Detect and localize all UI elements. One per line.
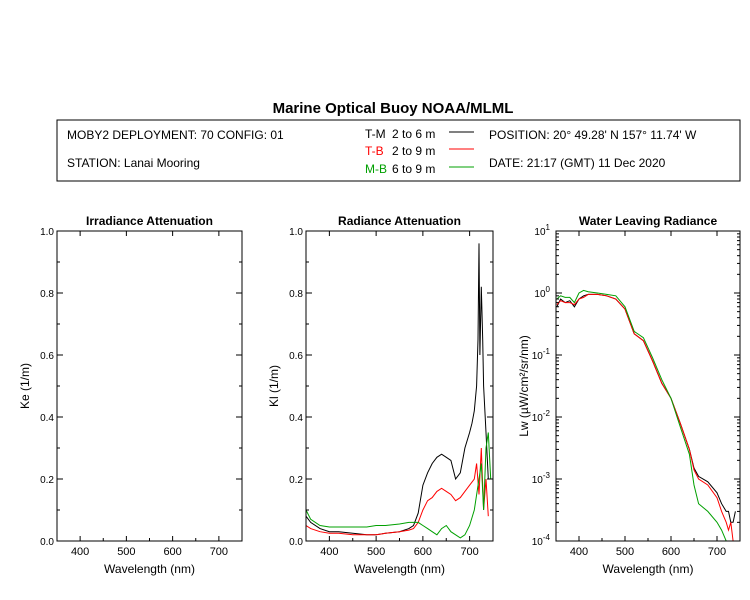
y-tick-label: 0.2	[289, 475, 303, 486]
x-tick-label: 600	[662, 546, 680, 558]
y-tick-label: 10-4	[532, 533, 551, 548]
y-tick-label: 100	[534, 285, 550, 300]
legend-code-mb: M-B	[365, 162, 387, 176]
series-line-m-b	[556, 289, 731, 541]
panel-2: Radiance Attenuation 400 500 600 700 0.0 0.2 0.…	[267, 214, 494, 576]
figure-title: Marine Optical Buoy NOAA/MLML	[273, 100, 514, 117]
x-tick-label: 500	[367, 546, 385, 558]
depth-legend: T-M 2 to 6 m T-B 2 to 9 m M-B 6 to 9 m	[365, 127, 474, 176]
y-tick-label: 101	[534, 223, 550, 238]
panel-1: Irradiance Attenuation 400 500 600 700 0.0 0.2…	[18, 214, 243, 576]
y-tick-label: 10-2	[532, 409, 551, 424]
position-text: POSITION: 20° 49.28' N 157° 11.74' W	[489, 128, 697, 142]
panel-3: Water Leaving Radiance 400 500 600 700 10-4 10…	[517, 214, 741, 576]
y-tick-label: 0.4	[289, 413, 303, 424]
x-tick-label: 700	[708, 546, 726, 558]
y-tick-label: 0.0	[40, 537, 54, 548]
series-line-t-b	[306, 447, 489, 536]
panel-title: Irradiance Attenuation	[86, 214, 213, 228]
x-axis-label: Wavelength (nm)	[104, 562, 195, 576]
deployment-text: MOBY2 DEPLOYMENT: 70 CONFIG: 01	[67, 128, 284, 142]
y-tick-label: 0.8	[289, 289, 303, 300]
station-text: STATION: Lanai Mooring	[67, 156, 200, 170]
x-axis-label: Wavelength (nm)	[354, 562, 445, 576]
x-tick-label: 500	[117, 546, 135, 558]
x-tick-label: 700	[460, 546, 478, 558]
panel-title: Water Leaving Radiance	[579, 214, 718, 228]
series-line-m-b	[306, 432, 492, 539]
y-tick-label: 1.0	[289, 227, 303, 238]
y-tick-label: 0.4	[40, 413, 54, 424]
x-tick-label: 600	[414, 546, 432, 558]
y-axis-label: Ke (1/m)	[18, 363, 32, 409]
y-tick-label: 0.8	[40, 289, 54, 300]
y-axis-label: Lw (µW/cm²/sr/nm)	[517, 335, 531, 437]
legend-code-tb: T-B	[365, 144, 384, 158]
y-tick-label: 0.6	[289, 351, 303, 362]
y-tick-label: 0.0	[289, 537, 303, 548]
legend-depth-mb: 6 to 9 m	[392, 162, 435, 176]
legend-code-tm: T-M	[365, 127, 386, 141]
series-line-t-b	[556, 293, 734, 541]
series-line-t-m	[556, 293, 736, 523]
legend-depth-tm: 2 to 6 m	[392, 127, 435, 141]
x-tick-label: 400	[320, 546, 338, 558]
y-tick-label: 10-1	[532, 347, 551, 362]
x-axis-label: Wavelength (nm)	[603, 562, 694, 576]
plot-frame	[56, 230, 243, 542]
x-tick-label: 400	[570, 546, 588, 558]
plot-frame	[305, 230, 494, 542]
series-line-t-m	[306, 243, 489, 536]
y-tick-label: 0.2	[40, 475, 54, 486]
y-tick-label: 1.0	[40, 227, 54, 238]
panel-title: Radiance Attenuation	[338, 214, 461, 228]
y-tick-label: 0.6	[40, 351, 54, 362]
x-tick-label: 700	[210, 546, 228, 558]
x-tick-label: 400	[71, 546, 89, 558]
plot-frame	[555, 230, 741, 542]
y-axis-label: Kl (1/m)	[267, 365, 281, 407]
x-tick-label: 500	[616, 546, 634, 558]
date-text: DATE: 21:17 (GMT) 11 Dec 2020	[489, 156, 666, 170]
legend-depth-tb: 2 to 9 m	[392, 144, 435, 158]
chart-panels: Irradiance Attenuation 400 500 600 700 0.0 0.2…	[18, 214, 741, 576]
x-tick-label: 600	[163, 546, 181, 558]
header-box	[56, 119, 741, 182]
y-tick-label: 10-3	[532, 471, 551, 486]
